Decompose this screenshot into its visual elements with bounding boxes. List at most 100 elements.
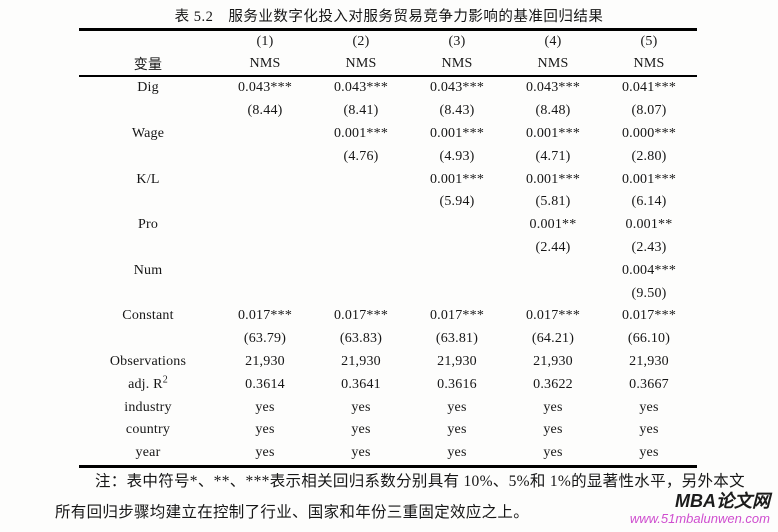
table-cell: 0.043*** [237, 80, 293, 96]
table-row: country yes yes yes yes yes [79, 419, 697, 442]
table-cell: 0.3667 [629, 376, 669, 392]
row-label [79, 328, 217, 351]
table-cell: yes [351, 399, 371, 415]
watermark-url: www.51mbalunwen.com [629, 510, 770, 526]
table-row: Num 0.004*** [79, 259, 697, 282]
table-cell: (63.81) [435, 331, 479, 347]
table-notes: 注：表中符号*、**、***表示相关回归系数分别具有 10%、5%和 1%的显著… [55, 466, 745, 528]
row-label: Pro [137, 217, 159, 233]
table-cell [217, 214, 313, 237]
table-cell [409, 237, 505, 260]
dep-var-header: NMS [537, 56, 569, 71]
table-cell: (63.83) [339, 331, 383, 347]
table-cell: (9.50) [631, 285, 667, 301]
table-cell: 0.001*** [525, 125, 581, 141]
table-cell [217, 168, 313, 191]
table-cell: yes [255, 445, 275, 461]
table-cell [313, 282, 409, 305]
table-cell: yes [255, 399, 275, 415]
table-cell [409, 214, 505, 237]
dep-var-header: NMS [633, 56, 665, 71]
table-cell: 0.001*** [429, 125, 485, 141]
table-cell: 0.001*** [525, 171, 581, 187]
watermark-site-name: MBA论文网 [675, 491, 770, 511]
table-cell: 0.001** [529, 217, 577, 233]
table-cell: 0.3614 [245, 376, 285, 392]
table-row: Constant 0.017*** 0.017*** 0.017*** 0.017***… [79, 305, 697, 328]
row-label: Observations [109, 353, 187, 369]
table-cell [217, 191, 313, 214]
table-cell [313, 214, 409, 237]
table-cell [505, 259, 601, 282]
table-cell: (8.43) [439, 103, 475, 119]
table-row: adj. R2 0.3614 0.3641 0.3616 0.3622 0.3667 [79, 373, 697, 396]
table-cell: (5.81) [535, 194, 571, 210]
row-label [79, 237, 217, 260]
table-cell: yes [351, 445, 371, 461]
column-number: (5) [640, 34, 658, 49]
table-row: year yes yes yes yes yes [79, 442, 697, 466]
table-cell: 0.001*** [333, 125, 389, 141]
row-label-superscript: 2 [162, 374, 168, 386]
table-cell [217, 259, 313, 282]
table-cell: (2.80) [631, 148, 667, 164]
row-label: Dig [137, 80, 159, 96]
note-line-2: 所有回归步骤均建立在控制了行业、国家和年份三重固定效应之上。 [55, 504, 530, 521]
row-label: K/L [136, 171, 160, 187]
table-row: Observations 21,930 21,930 21,930 21,930 21,9… [79, 351, 697, 374]
table-cell: (66.10) [627, 331, 671, 347]
table-cell: 0.3616 [437, 376, 477, 392]
table-cell [409, 282, 505, 305]
table-row: (2.44) (2.43) [79, 237, 697, 260]
table-row: Dig 0.043*** 0.043*** 0.043*** 0.043*** 0.041… [79, 76, 697, 100]
table-cell [409, 259, 505, 282]
table-cell: yes [639, 445, 659, 461]
table-cell: (63.79) [243, 331, 287, 347]
header-empty-cell [79, 30, 217, 54]
dep-var-header: NMS [249, 56, 281, 71]
table-cell: 0.043*** [525, 80, 581, 96]
table-cell: (2.44) [535, 239, 571, 255]
table-row: (63.79) (63.83) (63.81) (64.21) (66.10) [79, 328, 697, 351]
row-label [79, 100, 217, 123]
column-number: (1) [256, 34, 274, 49]
table-header: (1) (2) (3) (4) (5) 变量 NMS NMS NMS NMS N… [79, 30, 697, 76]
table-cell: (4.71) [535, 148, 571, 164]
table-cell: (64.21) [531, 331, 575, 347]
watermark: MBA论文网 www.51mbalunwen.com [629, 491, 770, 526]
table-cell: (8.07) [631, 103, 667, 119]
table-row: industry yes yes yes yes yes [79, 396, 697, 419]
table-cell: yes [255, 422, 275, 438]
table-cell [313, 168, 409, 191]
table-cell: yes [639, 422, 659, 438]
table-row: (5.94) (5.81) (6.14) [79, 191, 697, 214]
column-number: (2) [352, 34, 370, 49]
table-cell: 0.3622 [533, 376, 573, 392]
table-cell: yes [447, 399, 467, 415]
table-cell: yes [351, 422, 371, 438]
table-cell: yes [447, 422, 467, 438]
table-cell: 0.017*** [333, 308, 389, 324]
table-cell: 0.017*** [525, 308, 581, 324]
row-label: Wage [131, 125, 165, 141]
table-row: (4.76) (4.93) (4.71) (2.80) [79, 145, 697, 168]
table-row: Pro 0.001** 0.001** [79, 214, 697, 237]
table-cell [505, 282, 601, 305]
table-cell: 0.3641 [341, 376, 381, 392]
table-cell: 0.017*** [621, 308, 677, 324]
table-cell: (6.14) [631, 194, 667, 210]
header-row-dependent-variable: 变量 NMS NMS NMS NMS NMS [79, 53, 697, 76]
row-label: country [125, 422, 171, 438]
table-cell: (8.44) [247, 103, 283, 119]
row-label [79, 282, 217, 305]
table-row: K/L 0.001*** 0.001*** 0.001*** [79, 168, 697, 191]
table-cell [217, 282, 313, 305]
table-row: (9.50) [79, 282, 697, 305]
table-cell: 0.000*** [621, 125, 677, 141]
regression-table: (1) (2) (3) (4) (5) 变量 NMS NMS NMS NMS N… [79, 28, 697, 468]
table-cell [217, 123, 313, 146]
row-label: Constant [122, 308, 174, 324]
table-cell: 0.001** [625, 217, 673, 233]
table-cell [217, 237, 313, 260]
table-cell: 0.017*** [237, 308, 293, 324]
